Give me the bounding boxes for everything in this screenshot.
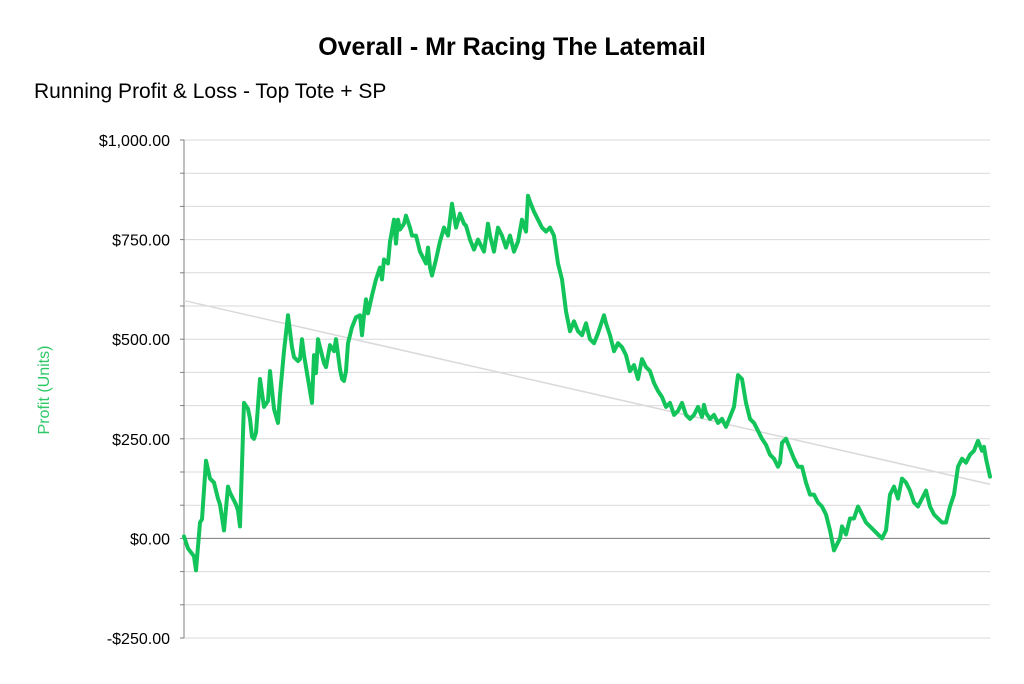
y-tick-label: $750.00 [112,233,170,250]
profit-series-line [182,193,992,573]
chart-subtitle: Running Profit & Loss - Top Tote + SP [34,80,387,103]
chart-title: Overall - Mr Racing The Latemail [318,33,706,61]
y-tick-label: $500.00 [112,332,170,349]
y-tick-label: $250.00 [112,432,170,449]
y-tick-label: $1,000.00 [99,133,170,150]
y-tick-label: -$250.00 [107,631,170,648]
trend-line [183,299,991,485]
y-tick-label: $0.00 [130,531,170,548]
